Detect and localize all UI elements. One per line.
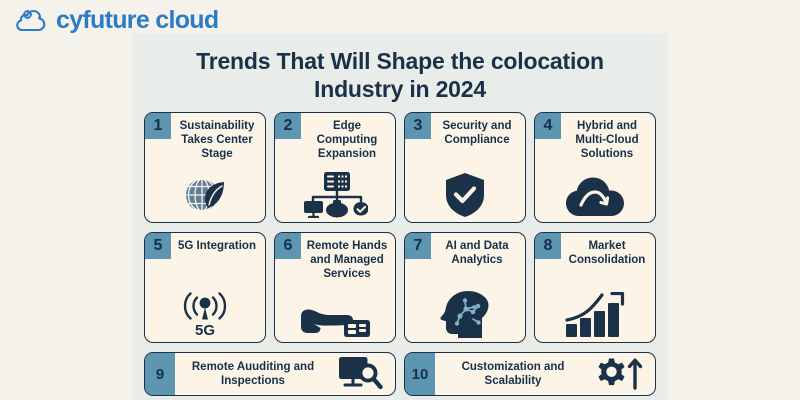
card-title: Market Consolidation [568,240,646,267]
card-number-badge: 9 [145,353,175,396]
server-network-icon [275,170,395,219]
gear-arrow-icon [591,357,655,391]
card-number-badge: 2 [275,113,301,140]
card-title: Edge Computing Expansion [316,120,378,161]
trend-card-3[interactable]: 3 Security and Compliance [404,112,526,224]
hand-server-icon [275,290,395,338]
trend-card-7[interactable]: 7 AI and Data Analytics [404,232,526,344]
trend-card-1[interactable]: 1 Sustainability Takes Center Stage [144,112,266,224]
card-title: 5G Integration [178,240,256,253]
card-caption: 5G [194,322,215,340]
trend-card-9[interactable]: 9 Remote Auuditing and Inspections [144,352,396,397]
globe-leaf-icon [145,170,265,218]
card-row-2: 5 5G Integration 5G 6 Remote H [144,232,656,344]
card-row-3: 9 Remote Auuditing and Inspections 10 [144,352,656,397]
card-title: Customization and Scalability [461,361,565,388]
card-number-badge: 6 [275,233,301,260]
trend-card-6[interactable]: 6 Remote Hands and Managed Services [274,232,396,344]
antenna-signal-icon: 5G [145,290,265,338]
brand-logo[interactable]: cyfuture cloud [14,5,219,34]
card-title: Security and Compliance [442,120,512,147]
card-number-badge: 10 [405,353,435,396]
infographic-panel: Trends That Will Shape the colocation In… [132,33,668,400]
trend-card-10[interactable]: 10 Customization and Scalability [404,352,656,397]
ai-head-icon [405,290,525,339]
card-row-1: 1 Sustainability Takes Center Stage [144,112,656,224]
page-title: Trends That Will Shape the colocation In… [196,48,604,103]
card-title: AI and Data Analytics [445,240,509,267]
card-number-badge: 4 [535,113,561,140]
trend-card-5[interactable]: 5 5G Integration 5G [144,232,266,344]
trend-card-2[interactable]: 2 Edge Computing Expansion [274,112,396,224]
trend-card-8[interactable]: 8 Market Consolidation [534,232,656,344]
card-title: Hybrid and Multi-Cloud Solutions [575,120,639,161]
cloud-arrow-icon [535,170,655,218]
card-number-badge: 8 [535,233,561,260]
card-title: Sustainability Takes Center Stage [179,120,255,161]
shield-check-icon [405,170,525,218]
trend-card-4[interactable]: 4 Hybrid and Multi-Cloud Solutions [534,112,656,224]
card-number-badge: 1 [145,113,171,140]
bar-chart-arrow-icon [535,290,655,338]
card-number-badge: 3 [405,113,431,140]
card-title: Remote Hands and Managed Services [306,240,388,281]
card-number-badge: 7 [405,233,431,260]
card-title: Remote Auuditing and Inspections [191,361,315,388]
card-number-badge: 5 [145,233,171,260]
monitor-magnifier-icon [331,356,395,392]
cloud-infinity-icon [14,6,50,34]
brand-name: cyfuture cloud [56,5,219,34]
